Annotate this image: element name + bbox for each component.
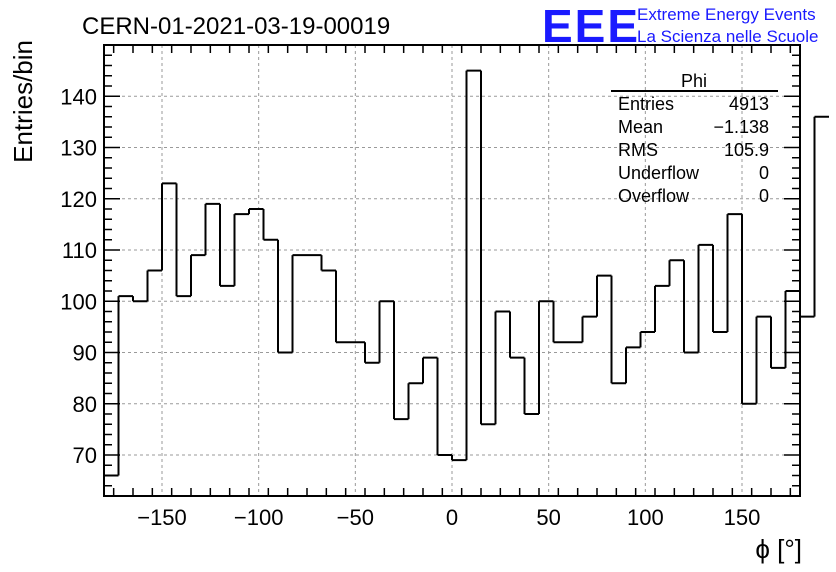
histogram-series — [104, 69, 829, 477]
stats-box-rows: Entries 4913 Mean −1.138 RMS 105.9 Underflow 0 O… — [618, 94, 769, 206]
x-tick-label: 0 — [446, 505, 458, 530]
x-tick-label: −100 — [234, 505, 284, 530]
y-tick-label: 140 — [60, 84, 97, 109]
logo-line-2: La Scienza nelle Scuole — [637, 27, 818, 46]
axis-ticks — [104, 45, 800, 496]
stats-box-title: Phi — [681, 71, 707, 91]
x-tick-labels: −150 −100 −50 0 50 100 150 — [137, 505, 760, 530]
logo-mark: EEE — [542, 0, 640, 52]
x-tick-label: −150 — [137, 505, 187, 530]
stats-box: Phi Entries 4913 Mean −1.138 RMS 105.9 Underfl… — [611, 71, 778, 206]
stats-row-label: Underflow — [618, 163, 700, 183]
y-tick-label: 80 — [73, 392, 97, 417]
stats-row-value: 0 — [759, 163, 769, 183]
stats-row-label: Entries — [618, 94, 674, 114]
stats-row-label: RMS — [618, 140, 658, 160]
logo-line-1: Extreme Energy Events — [637, 5, 816, 24]
grid-lines — [104, 45, 800, 496]
y-axis-title: Entries/bin — [8, 40, 38, 163]
stats-row-label: Mean — [618, 117, 663, 137]
y-tick-label: 90 — [73, 341, 97, 366]
y-tick-label: 70 — [73, 443, 97, 468]
x-tick-label: 100 — [627, 505, 664, 530]
stats-row-value: 4913 — [729, 94, 769, 114]
y-tick-labels: 70 80 90 100 110 120 130 140 — [60, 84, 97, 468]
stats-row-value: 0 — [759, 186, 769, 206]
y-tick-label: 110 — [62, 238, 97, 263]
stats-row-value: 105.9 — [724, 140, 769, 160]
x-tick-label: −50 — [337, 505, 374, 530]
x-axis-title: ϕ [°] — [755, 534, 802, 564]
y-tick-label: 120 — [60, 187, 97, 212]
eee-logo: EEE Extreme Energy Events La Scienza nel… — [542, 0, 818, 52]
chart-title: CERN-01-2021-03-19-00019 — [82, 13, 390, 40]
x-tick-label: 50 — [536, 505, 560, 530]
stats-row-value: −1.138 — [713, 117, 769, 137]
y-tick-label: 100 — [60, 289, 97, 314]
y-tick-label: 130 — [60, 136, 97, 161]
stats-row-label: Overflow — [618, 186, 690, 206]
x-tick-label: 150 — [724, 505, 761, 530]
